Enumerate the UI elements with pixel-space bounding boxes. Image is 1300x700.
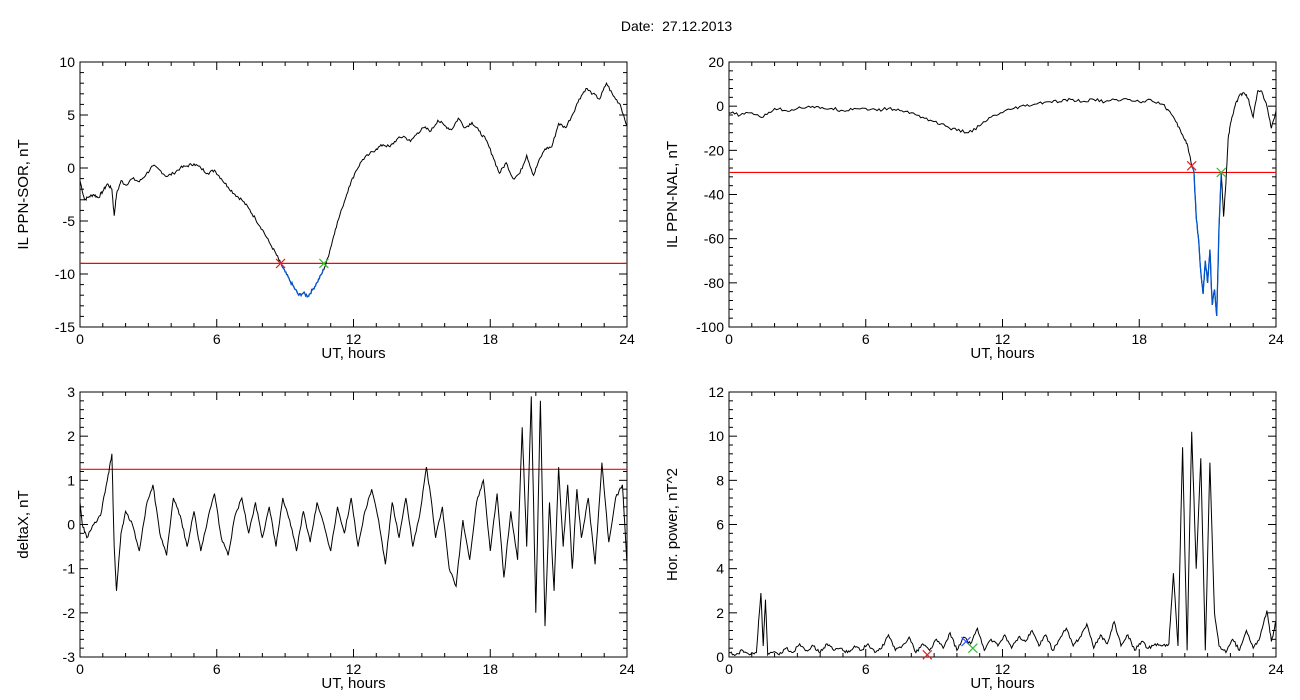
y-tick-label: -10 — [55, 266, 75, 282]
x-tick-label: 24 — [619, 331, 635, 347]
y-axis-label: IL PPN-SOR, nT — [15, 139, 32, 249]
x-tick-label: 0 — [725, 661, 733, 677]
x-tick-label: 24 — [619, 661, 635, 677]
x-tick-label: 18 — [482, 331, 498, 347]
y-tick-label: 6 — [716, 517, 724, 533]
y-tick-label: 2 — [67, 428, 75, 444]
x-tick-label: 0 — [76, 331, 84, 347]
y-tick-label: 2 — [716, 605, 724, 621]
x-axis-label: UT, hours — [321, 675, 385, 692]
x-tick-label: 12 — [346, 331, 362, 347]
y-tick-label: 0 — [716, 98, 724, 114]
y-axis-label: Hor. power, nT^2 — [664, 468, 681, 581]
event-marker — [275, 258, 286, 269]
event-marker — [1186, 160, 1197, 171]
y-axis-label: deltaX, nT — [15, 490, 32, 558]
y-tick-label: -2 — [63, 605, 76, 621]
y-tick-label: 12 — [708, 384, 724, 400]
highlight-segment — [280, 262, 325, 298]
series-line — [728, 431, 1277, 657]
event-marker — [1216, 167, 1227, 178]
y-tick-label: 4 — [716, 561, 724, 577]
x-tick-label: 6 — [862, 661, 870, 677]
x-tick-label: 24 — [1268, 661, 1284, 677]
series-line — [79, 396, 628, 627]
plot-frame — [728, 61, 1277, 328]
event-marker — [318, 258, 329, 269]
y-tick-label: 1 — [67, 472, 75, 488]
y-tick-label: 0 — [67, 517, 75, 533]
event-marker — [967, 643, 978, 654]
x-tick-label: 24 — [1268, 331, 1284, 347]
y-tick-label: -80 — [704, 275, 724, 291]
x-axis-label: UT, hours — [321, 345, 385, 362]
y-tick-label: 10 — [59, 54, 75, 70]
x-tick-label: 0 — [725, 331, 733, 347]
x-tick-label: 18 — [482, 661, 498, 677]
x-axis-label: UT, hours — [970, 675, 1034, 692]
y-tick-label: -60 — [704, 231, 724, 247]
x-tick-label: 12 — [995, 331, 1011, 347]
x-tick-label: 18 — [1131, 331, 1147, 347]
y-tick-label: -1 — [63, 561, 76, 577]
x-tick-label: 18 — [1131, 661, 1147, 677]
y-tick-label: -20 — [704, 142, 724, 158]
event-marker — [922, 649, 933, 660]
y-tick-label: 0 — [716, 649, 724, 665]
panel-top-right: 0 6 12 18 24 -100 -80 -60 -40 -20 0 20 UT, hours IL P… — [664, 54, 1284, 362]
series-line — [79, 81, 628, 298]
series-line — [728, 90, 1277, 317]
y-tick-label: 5 — [67, 107, 75, 123]
x-tick-label: 0 — [76, 661, 84, 677]
highlight-segment — [1191, 165, 1222, 317]
x-tick-label: 12 — [346, 661, 362, 677]
x-axis-label: UT, hours — [970, 345, 1034, 362]
x-tick-label: 6 — [213, 661, 221, 677]
x-tick-label: 6 — [213, 331, 221, 347]
y-tick-label: 3 — [67, 384, 75, 400]
x-tick-label: 6 — [862, 331, 870, 347]
panel-top-left: 0 6 12 18 24 -15 -10 -5 0 5 10 UT, hours IL PPN-SOR,… — [15, 54, 635, 362]
y-tick-label: -3 — [63, 649, 76, 665]
x-tick-label: 12 — [995, 661, 1011, 677]
figure-title: Date: 27.12.2013 — [620, 18, 733, 34]
y-tick-label: 20 — [708, 54, 724, 70]
plot-frame — [728, 391, 1277, 658]
y-tick-label: -5 — [63, 213, 76, 229]
y-tick-label: 8 — [716, 472, 724, 488]
y-tick-label: 10 — [708, 428, 724, 444]
y-tick-label: -40 — [704, 187, 724, 203]
y-tick-label: -100 — [696, 319, 724, 335]
plot-frame — [79, 61, 628, 328]
y-tick-label: 0 — [67, 160, 75, 176]
y-tick-label: -15 — [55, 319, 75, 335]
y-axis-label: IL PPN-NAL, nT — [664, 141, 681, 248]
